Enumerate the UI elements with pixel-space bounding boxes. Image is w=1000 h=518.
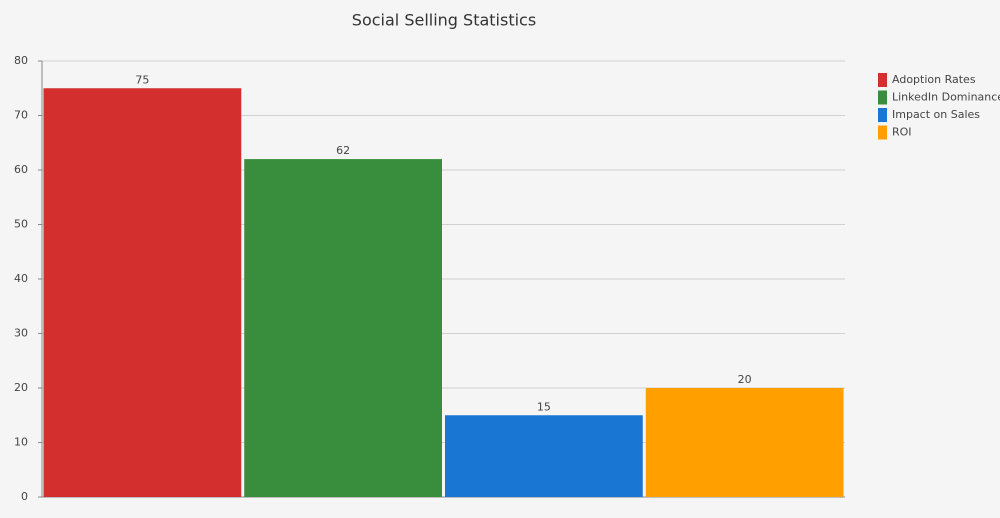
chart-title: Social Selling Statistics xyxy=(352,11,536,30)
data-label: 62 xyxy=(336,144,350,157)
legend-swatch xyxy=(878,125,887,140)
bar xyxy=(445,415,643,497)
y-tick-label: 0 xyxy=(21,490,28,503)
legend-swatch xyxy=(878,108,887,122)
legend-label: ROI xyxy=(892,126,912,139)
legend-swatch xyxy=(878,73,887,87)
data-label: 20 xyxy=(738,373,752,386)
y-tick-label: 50 xyxy=(14,218,28,231)
bar xyxy=(244,159,442,497)
bar xyxy=(43,88,242,497)
y-tick-label: 30 xyxy=(14,327,28,340)
data-label: 75 xyxy=(135,73,149,86)
data-label: 15 xyxy=(537,400,551,413)
y-tick-label: 80 xyxy=(14,54,28,67)
legend-label: LinkedIn Dominance xyxy=(892,91,1000,104)
bar xyxy=(645,388,844,497)
y-tick-label: 60 xyxy=(14,163,28,176)
legend-label: Impact on Sales xyxy=(892,108,980,121)
y-tick-label: 20 xyxy=(14,381,28,394)
y-tick-label: 10 xyxy=(14,436,28,449)
y-tick-label: 70 xyxy=(14,109,28,122)
legend-label: Adoption Rates xyxy=(892,73,976,86)
legend-swatch xyxy=(878,90,887,105)
y-tick-label: 40 xyxy=(14,272,28,285)
